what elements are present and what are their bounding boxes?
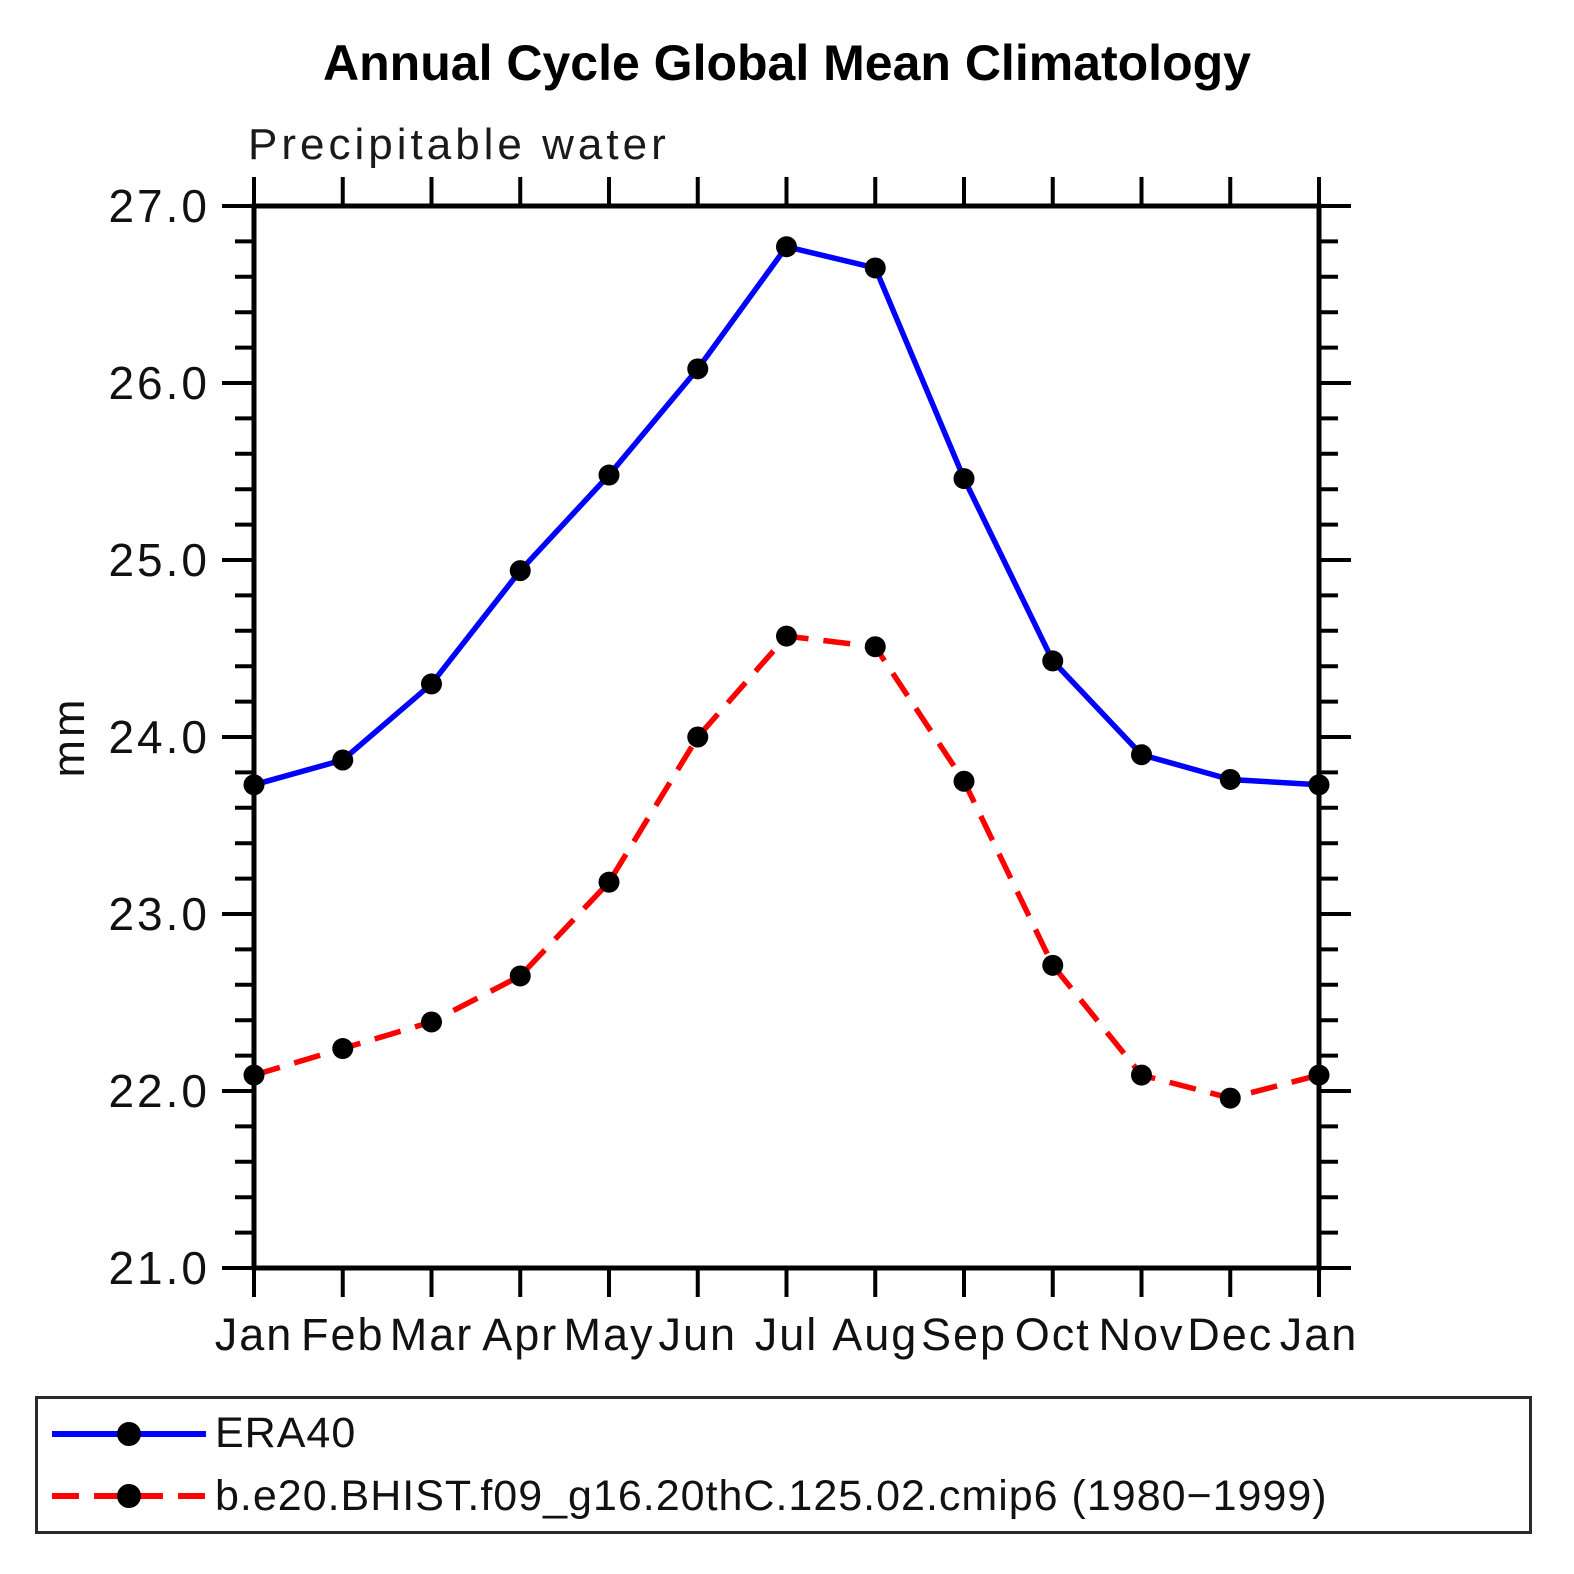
data-point-marker bbox=[1131, 744, 1152, 766]
y-tick-label: 25.0 bbox=[108, 534, 210, 586]
x-tick-label: Jan bbox=[215, 1309, 294, 1360]
legend-marker-dot bbox=[117, 1421, 141, 1446]
x-tick-label: Jun bbox=[658, 1309, 737, 1360]
y-tick-label: 24.0 bbox=[108, 711, 210, 763]
x-tick-label: Jul bbox=[755, 1309, 819, 1360]
series-line-0 bbox=[253, 243, 1320, 788]
x-tick-label: Oct bbox=[1015, 1309, 1091, 1360]
legend-label-model: b.e20.BHIST.f09_g16.20thC.125.02.cmip6 (… bbox=[215, 1471, 1328, 1520]
x-tick-label: May bbox=[563, 1309, 654, 1360]
data-point-marker bbox=[1042, 650, 1064, 672]
legend: ERA40 b.e20.BHIST.f09_g16.20thC.125.02.c… bbox=[35, 1396, 1532, 1534]
data-point-marker bbox=[598, 464, 620, 486]
x-tick-label: Nov bbox=[1098, 1309, 1184, 1360]
series-line-1 bbox=[253, 633, 1320, 1101]
x-tick-label: Sep bbox=[921, 1309, 1007, 1360]
data-point-marker bbox=[776, 625, 797, 647]
data-point-marker bbox=[953, 770, 975, 792]
legend-sample-line-solid bbox=[52, 1421, 206, 1446]
plot-frame bbox=[251, 203, 1322, 1271]
y-tick-label: 26.0 bbox=[108, 357, 210, 409]
y-tick-label: 27.0 bbox=[108, 180, 210, 232]
data-point-marker bbox=[687, 726, 709, 748]
data-point-marker bbox=[953, 468, 975, 490]
data-point-marker bbox=[687, 358, 709, 380]
x-tick-label: Dec bbox=[1187, 1309, 1273, 1360]
data-point-marker bbox=[509, 965, 531, 987]
y-tick-label: 21.0 bbox=[108, 1242, 210, 1294]
legend-row-era40: ERA40 bbox=[46, 1406, 1529, 1462]
data-point-marker bbox=[332, 1038, 354, 1060]
data-point-marker bbox=[1219, 768, 1241, 790]
data-point-marker bbox=[598, 871, 620, 893]
data-point-marker bbox=[776, 236, 797, 258]
legend-marker-dot bbox=[117, 1484, 141, 1509]
legend-sample-line-dashed bbox=[52, 1484, 206, 1509]
x-tick-label: Jan bbox=[1280, 1309, 1359, 1360]
y-axis-label: mm bbox=[43, 697, 94, 778]
x-tick-label: Mar bbox=[390, 1309, 474, 1360]
data-point-marker bbox=[1308, 774, 1330, 796]
legend-row-model: b.e20.BHIST.f09_g16.20thC.125.02.cmip6 (… bbox=[46, 1468, 1529, 1524]
data-point-marker bbox=[509, 560, 531, 582]
data-point-marker bbox=[243, 1064, 265, 1086]
data-point-marker bbox=[864, 636, 886, 658]
data-point-marker bbox=[421, 1011, 442, 1033]
data-point-marker bbox=[243, 774, 265, 796]
x-tick-label: Aug bbox=[832, 1309, 918, 1360]
data-point-marker bbox=[1219, 1087, 1241, 1109]
chart-subtitle: Precipitable water bbox=[248, 120, 670, 169]
data-point-marker bbox=[1308, 1064, 1330, 1086]
chart-title: Annual Cycle Global Mean Climatology bbox=[323, 35, 1251, 91]
y-tick-label: 22.0 bbox=[108, 1065, 210, 1117]
y-tick-label: 23.0 bbox=[108, 888, 210, 940]
x-tick-label: Apr bbox=[482, 1309, 558, 1360]
x-tick-label: Feb bbox=[301, 1309, 385, 1360]
data-point-marker bbox=[1042, 954, 1064, 976]
legend-label-era40: ERA40 bbox=[215, 1409, 357, 1458]
data-point-marker bbox=[332, 749, 354, 771]
data-point-marker bbox=[864, 257, 886, 279]
data-point-marker bbox=[421, 673, 442, 695]
data-point-marker bbox=[1131, 1064, 1152, 1086]
